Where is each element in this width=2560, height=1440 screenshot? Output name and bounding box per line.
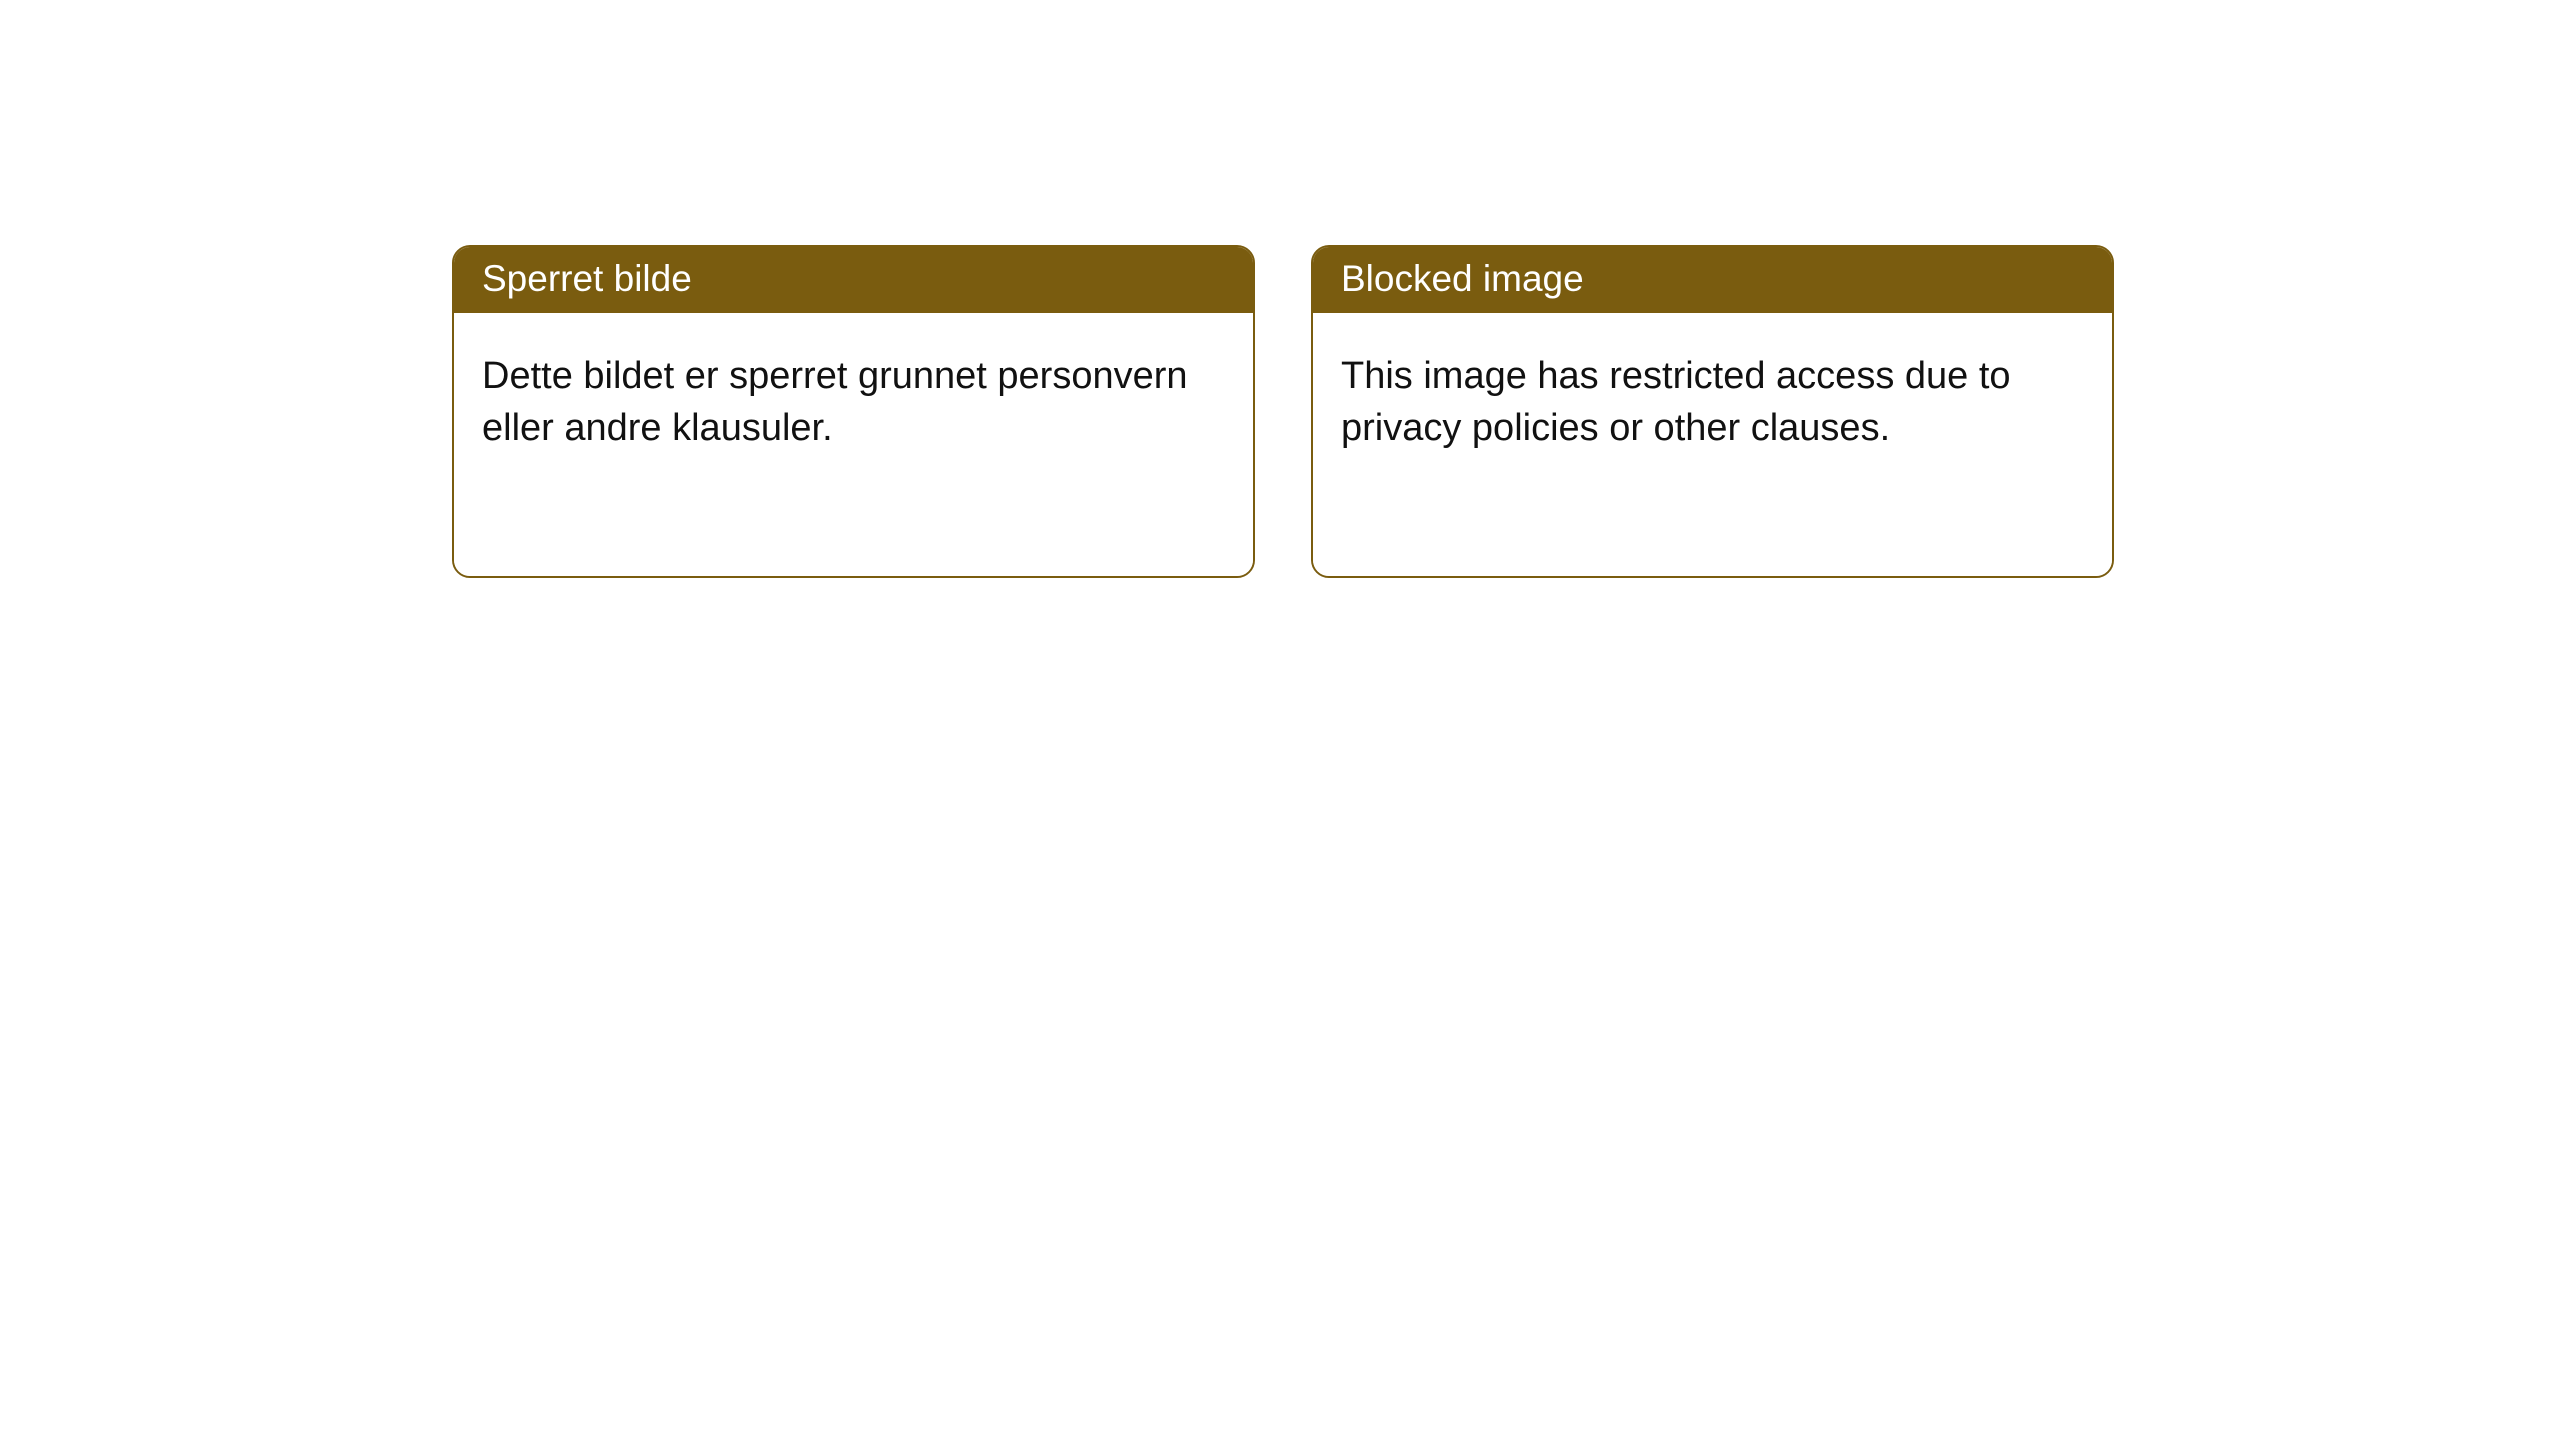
notice-card-norwegian: Sperret bilde Dette bildet er sperret gr…: [452, 245, 1255, 578]
notice-body: This image has restricted access due to …: [1313, 313, 2112, 576]
notice-header: Sperret bilde: [454, 247, 1253, 313]
notice-header: Blocked image: [1313, 247, 2112, 313]
notice-card-english: Blocked image This image has restricted …: [1311, 245, 2114, 578]
notice-body: Dette bildet er sperret grunnet personve…: [454, 313, 1253, 576]
notice-container: Sperret bilde Dette bildet er sperret gr…: [0, 0, 2560, 578]
